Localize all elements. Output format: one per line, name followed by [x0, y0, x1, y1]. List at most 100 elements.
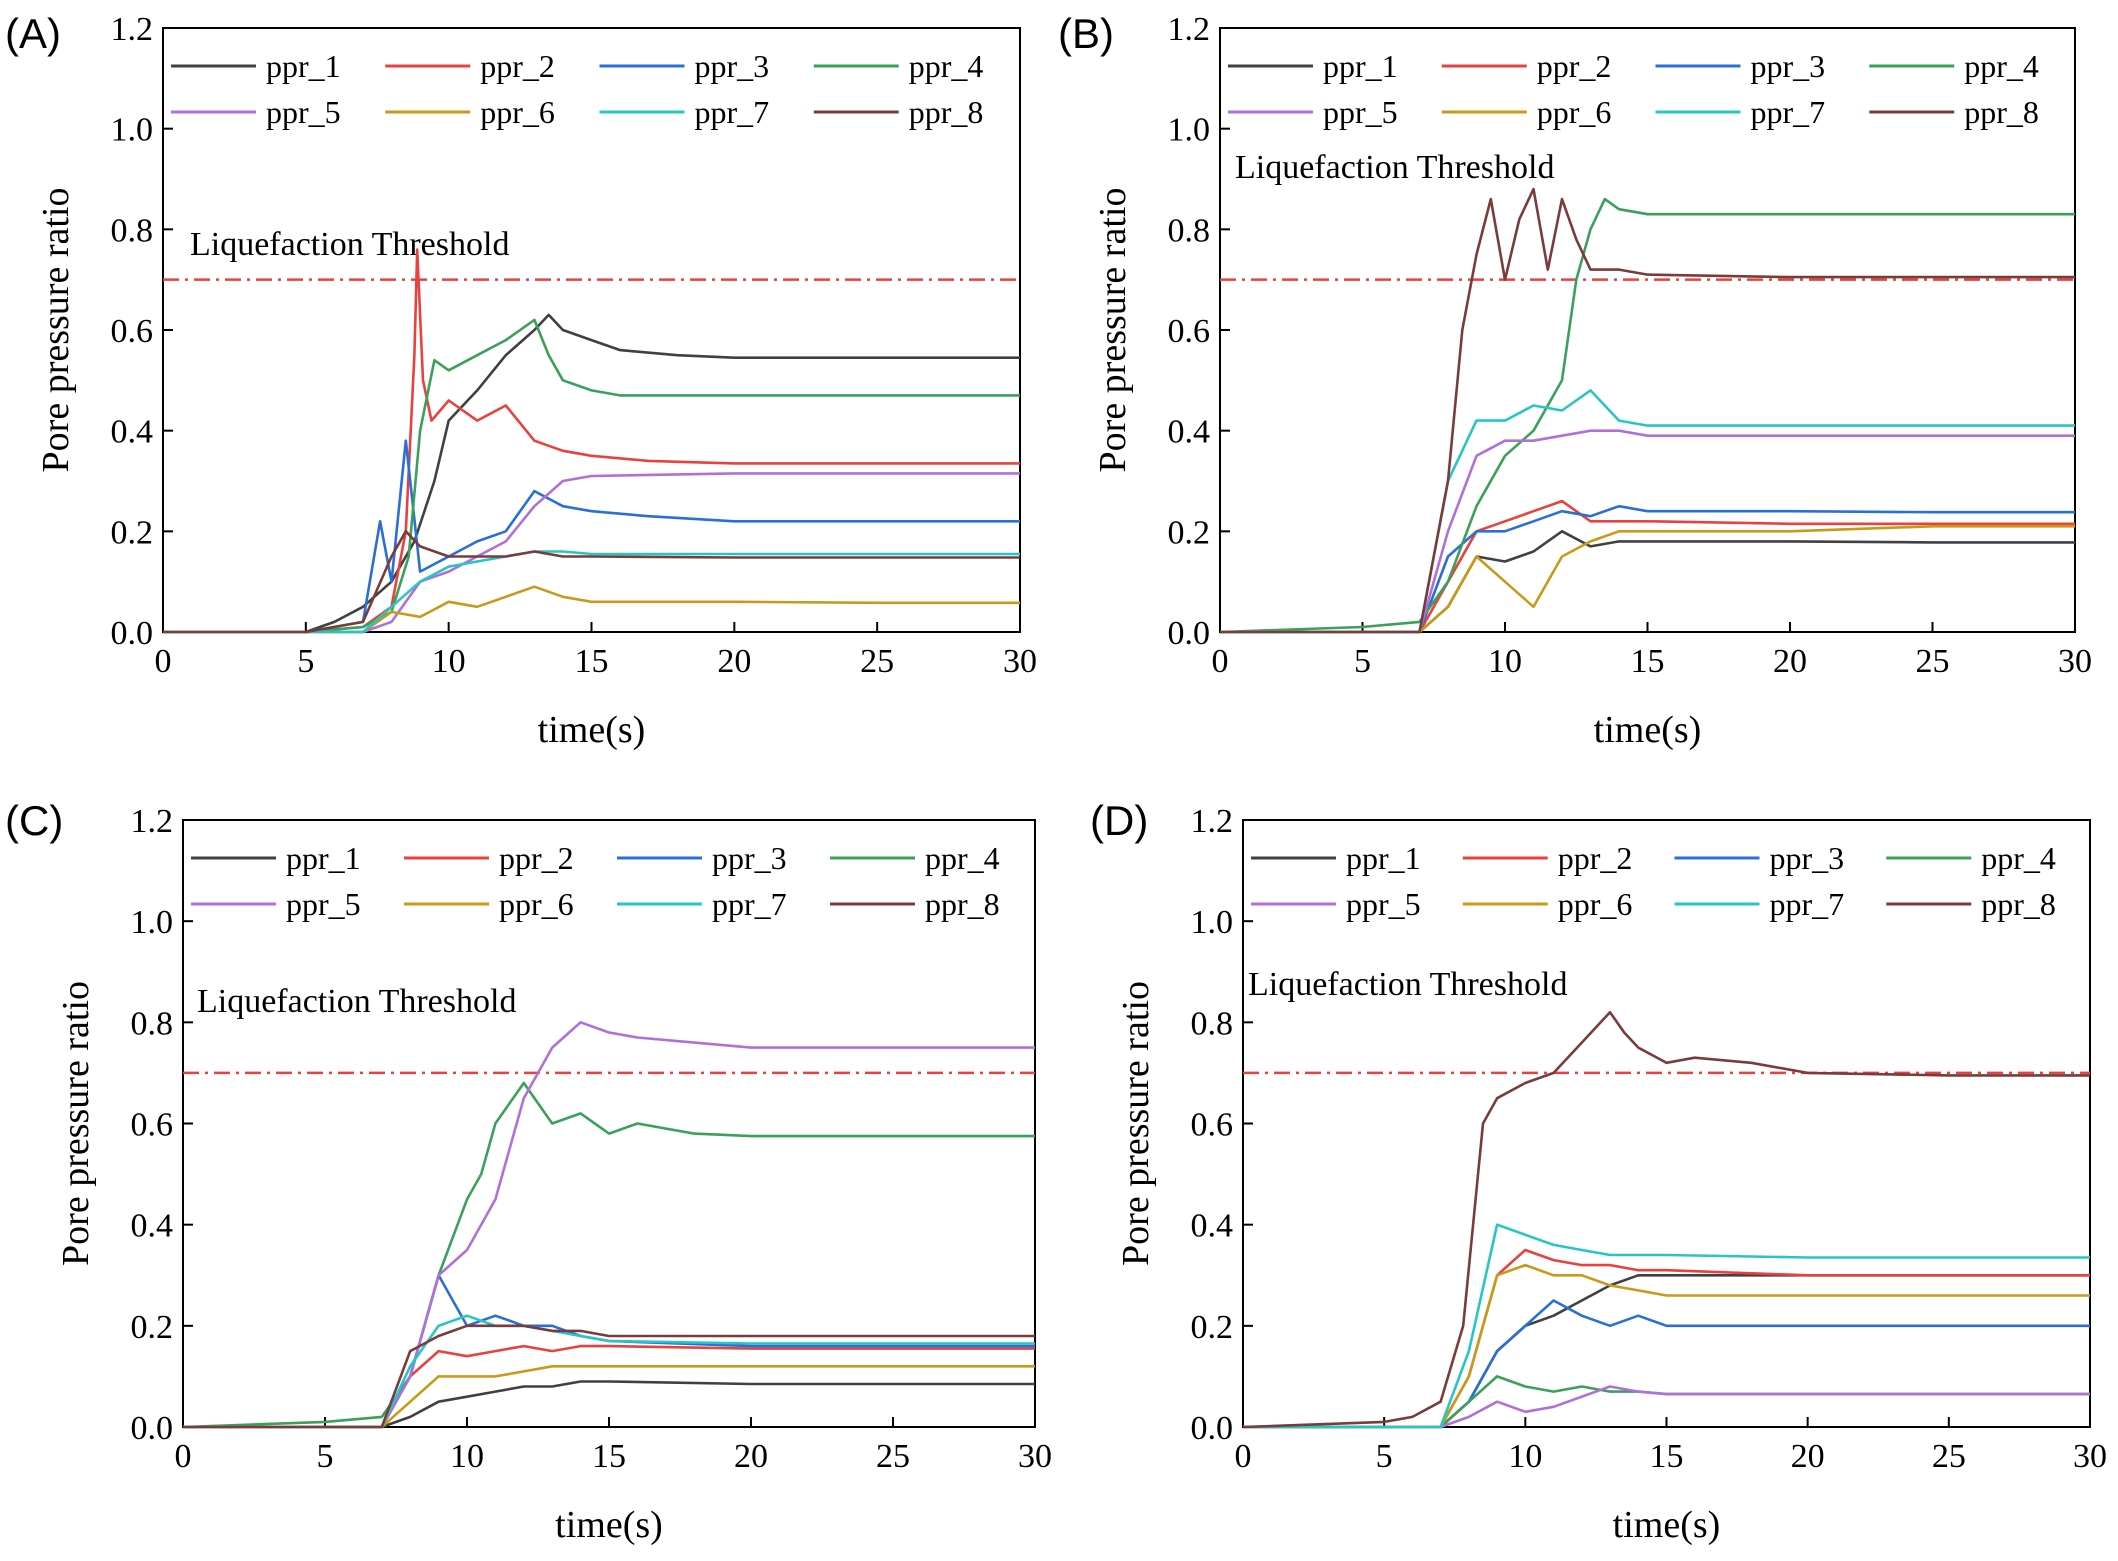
- x-tick-label: 0: [1212, 643, 1229, 680]
- y-tick-label: 0.6: [131, 1107, 174, 1144]
- x-tick-label: 25: [876, 1438, 910, 1475]
- legend-label: ppr_5: [1323, 94, 1398, 130]
- series-line-ppr-7: [1243, 1223, 2090, 1429]
- legend-label: ppr_8: [909, 94, 984, 130]
- x-tick-label: 0: [175, 1438, 192, 1475]
- x-tick-label: 10: [432, 643, 466, 680]
- legend-label: ppr_2: [499, 840, 574, 876]
- x-tick-label: 10: [1508, 1438, 1542, 1475]
- y-tick-label: 0.8: [1168, 212, 1211, 249]
- y-tick-label: 0.0: [1168, 615, 1211, 652]
- series-line-ppr-1: [1220, 530, 2075, 634]
- series-line-ppr-3: [1220, 504, 2075, 634]
- legend-label: ppr_4: [925, 840, 1000, 876]
- series-line-ppr-6: [183, 1365, 1035, 1429]
- x-axis-title: time(s): [538, 709, 646, 751]
- x-tick-label: 15: [1650, 1438, 1684, 1475]
- series-line-ppr-6: [1220, 525, 2075, 634]
- y-axis-title: Pore pressure ratio: [35, 188, 77, 473]
- x-tick-label: 5: [1376, 1438, 1393, 1475]
- series-line-ppr-7: [183, 1314, 1035, 1429]
- y-tick-label: 0.8: [131, 1005, 174, 1042]
- legend-label: ppr_8: [925, 886, 1000, 922]
- panel-b: (B) 0 5 10 15 20 25 30 0.0 0.2 0.4 0.6 0.8 1.0 1.2 time…: [1058, 10, 2092, 751]
- liquefaction-threshold-label: Liquefaction Threshold: [190, 226, 509, 263]
- series-line-ppr-8: [183, 1324, 1035, 1429]
- y-tick-label: 1.0: [131, 904, 174, 941]
- y-tick-label: 0.2: [1168, 514, 1211, 551]
- legend-label: ppr_3: [712, 840, 787, 876]
- legend-label: ppr_1: [1346, 840, 1421, 876]
- x-axis-title: time(s): [1594, 709, 1702, 751]
- legend-label: ppr_6: [1537, 94, 1612, 130]
- x-tick-label: 20: [734, 1438, 768, 1475]
- panel-d: (D) 0 5 10 15 20 25 30 0.0 0.2 0.4 0.6 0.8 1.0 1.2 time…: [1090, 797, 2107, 1546]
- x-tick-label: 5: [317, 1438, 334, 1475]
- legend-label: ppr_2: [1558, 840, 1633, 876]
- legend-label: ppr_4: [1964, 48, 2039, 84]
- legend-label: ppr_1: [266, 48, 341, 84]
- legend-label: ppr_8: [1964, 94, 2039, 130]
- x-tick-label: 30: [1018, 1438, 1052, 1475]
- y-tick-label: 1.0: [1191, 904, 1234, 941]
- x-tick-label: 5: [1354, 643, 1371, 680]
- series-line-ppr-1: [183, 1380, 1035, 1429]
- legend-label: ppr_1: [1323, 48, 1398, 84]
- x-tick-label: 30: [2073, 1438, 2107, 1475]
- x-tick-label: 30: [1003, 643, 1037, 680]
- y-tick-label: 0.0: [111, 615, 154, 652]
- legend-label: ppr_7: [712, 886, 787, 922]
- y-axis-title: Pore pressure ratio: [55, 981, 97, 1266]
- panel-letter: (B): [1058, 10, 1114, 57]
- x-tick-label: 0: [155, 643, 172, 680]
- legend-label: ppr_5: [1346, 886, 1421, 922]
- y-tick-label: 0.6: [1168, 313, 1211, 350]
- legend-label: ppr_4: [1981, 840, 2056, 876]
- x-tick-label: 15: [592, 1438, 626, 1475]
- legend-label: ppr_3: [1770, 840, 1845, 876]
- y-tick-label: 0.0: [131, 1410, 174, 1447]
- series-line-ppr-4: [1219, 197, 2075, 634]
- x-axis-title: time(s): [1613, 1504, 1721, 1546]
- series-line-ppr-1: [1243, 1274, 2090, 1429]
- y-tick-label: 1.2: [1191, 803, 1234, 840]
- legend-label: ppr_6: [480, 94, 555, 130]
- y-tick-label: 1.0: [111, 112, 154, 149]
- legend-label: ppr_1: [286, 840, 361, 876]
- series-line-ppr-8: [163, 530, 1020, 634]
- legend-label: ppr_2: [1537, 48, 1612, 84]
- liquefaction-threshold-label: Liquefaction Threshold: [197, 983, 516, 1020]
- legend-label: ppr_7: [695, 94, 770, 130]
- series-line-ppr-1: [163, 313, 1020, 634]
- series-line-ppr-5: [183, 1021, 1035, 1429]
- y-tick-label: 0.2: [131, 1309, 174, 1346]
- panel-letter: (A): [5, 10, 61, 57]
- legend-label: ppr_2: [480, 48, 555, 84]
- y-tick-label: 0.8: [1191, 1005, 1234, 1042]
- x-tick-label: 5: [297, 643, 314, 680]
- y-tick-label: 0.4: [1191, 1208, 1234, 1245]
- panel-letter: (D): [1090, 797, 1148, 844]
- y-tick-label: 0.0: [1191, 1410, 1234, 1447]
- legend-label: ppr_5: [286, 886, 361, 922]
- legend-label: ppr_6: [1558, 886, 1633, 922]
- y-tick-label: 0.6: [1191, 1107, 1234, 1144]
- x-axis-title: time(s): [555, 1504, 663, 1546]
- x-tick-label: 25: [1916, 643, 1950, 680]
- series-line-ppr-5: [1243, 1385, 2090, 1429]
- series-line-ppr-8: [1220, 187, 2075, 634]
- legend-label: ppr_6: [499, 886, 574, 922]
- y-tick-label: 0.4: [111, 414, 154, 451]
- y-tick-label: 0.2: [1191, 1309, 1234, 1346]
- series-line-ppr-2: [183, 1344, 1035, 1429]
- series-line-ppr-3: [1243, 1299, 2090, 1429]
- panel-c: (C) 0 5 10 15 20 25 30 0.0 0.2 0.4 0.6 0.8 1.0 1.2 time…: [5, 797, 1052, 1546]
- y-axis-title: Pore pressure ratio: [1092, 188, 1134, 473]
- x-tick-label: 20: [1773, 643, 1807, 680]
- y-tick-label: 0.8: [111, 212, 154, 249]
- x-tick-label: 10: [1488, 643, 1522, 680]
- legend-label: ppr_5: [266, 94, 341, 130]
- y-tick-label: 1.0: [1168, 112, 1211, 149]
- series-line-ppr-5: [163, 472, 1020, 634]
